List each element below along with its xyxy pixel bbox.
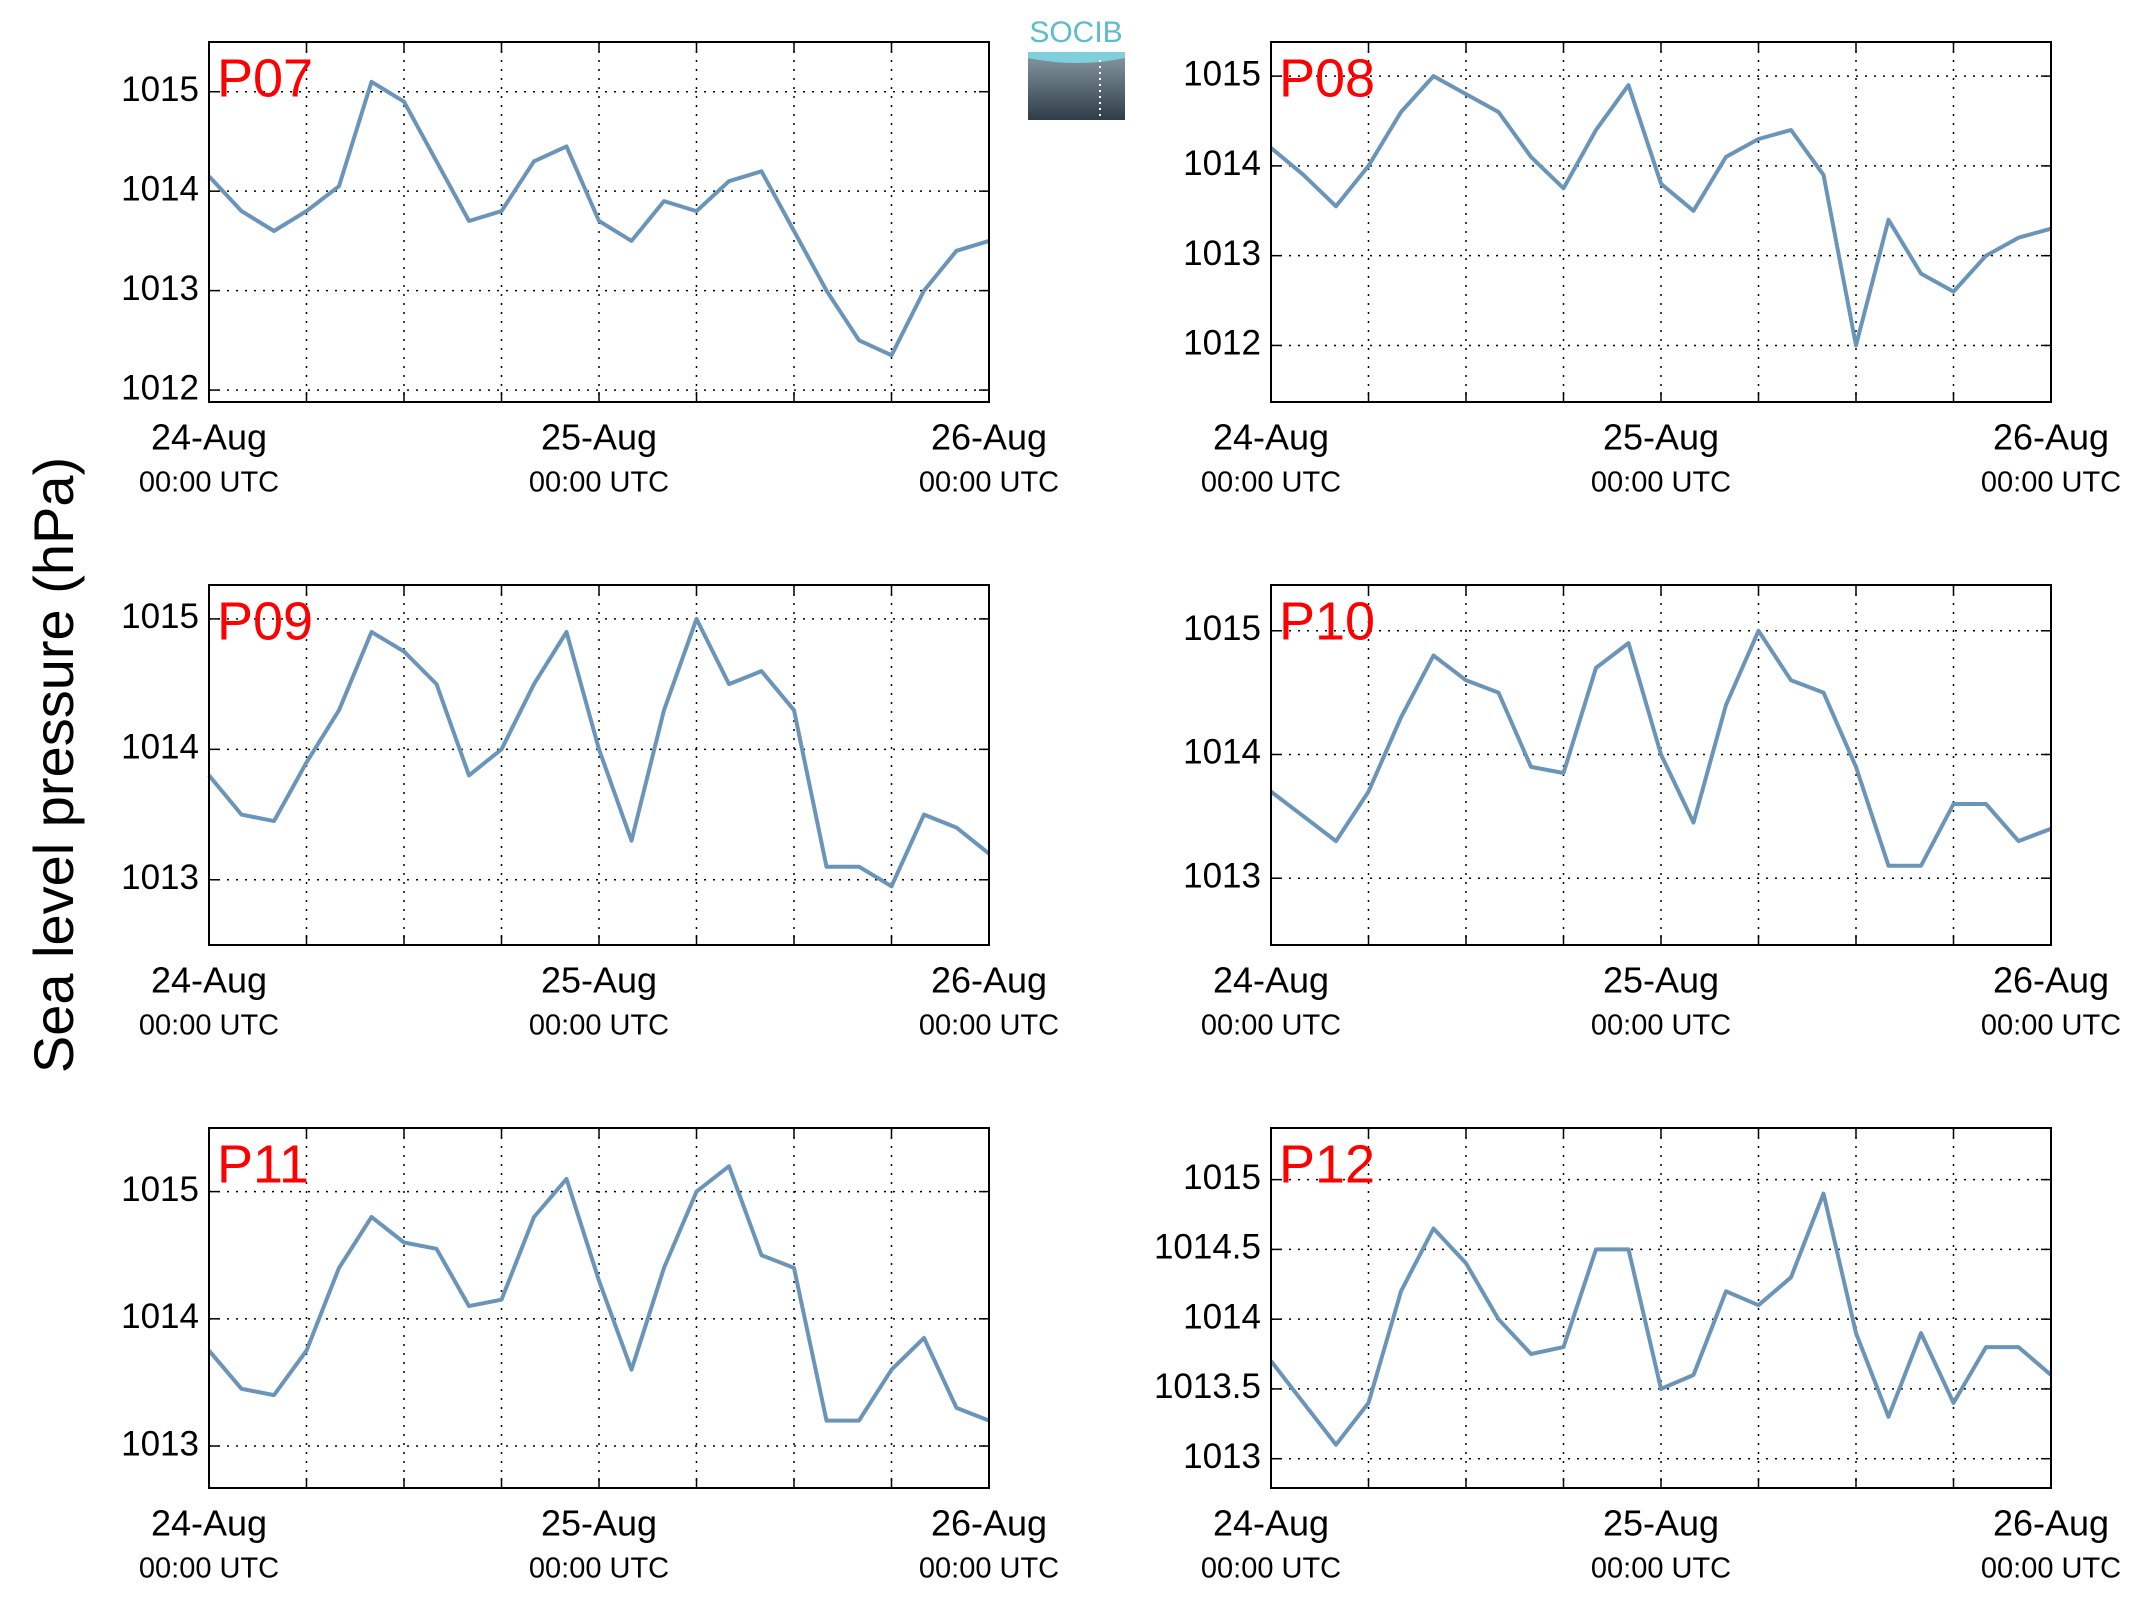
series-line [207, 1164, 990, 1423]
y-tick-label: 1014 [121, 728, 199, 767]
y-tick-label: 1015 [121, 1170, 199, 1209]
y-tick-label: 1014 [121, 169, 199, 208]
logo-text: SOCIB [1029, 16, 1122, 49]
x-tick-label: 26-Aug [1993, 960, 2109, 1001]
y-tick-label: 1015 [1183, 54, 1261, 93]
y-axis-label: Sea level pressure (hPa) [22, 457, 85, 1073]
y-tick-label: 1014 [121, 1297, 199, 1336]
x-tick-label: 24-Aug [1213, 417, 1329, 458]
x-tick-sublabel: 00:00 UTC [1591, 1553, 1731, 1585]
axes-frame [208, 41, 990, 403]
x-tick-label: 26-Aug [931, 960, 1047, 1001]
series-line [1269, 628, 2052, 868]
x-tick-sublabel: 00:00 UTC [1981, 1553, 2121, 1585]
axes-frame [208, 584, 990, 946]
y-tick-label: 1014 [1183, 144, 1261, 183]
x-tick-sublabel: 00:00 UTC [919, 1553, 1059, 1585]
y-tick-label: 1012 [1183, 324, 1261, 363]
axes-frame [1270, 41, 2052, 403]
x-tick-label: 25-Aug [541, 1503, 657, 1544]
x-tick-sublabel: 00:00 UTC [139, 1010, 279, 1042]
y-tick-label: 1015 [121, 70, 199, 109]
x-tick-label: 24-Aug [1213, 960, 1329, 1001]
x-tick-sublabel: 00:00 UTC [1981, 467, 2121, 499]
x-tick-label: 26-Aug [931, 417, 1047, 458]
x-tick-sublabel: 00:00 UTC [1591, 1010, 1731, 1042]
x-tick-label: 25-Aug [1603, 960, 1719, 1001]
x-tick-sublabel: 00:00 UTC [529, 1010, 669, 1042]
x-tick-sublabel: 00:00 UTC [919, 467, 1059, 499]
y-tick-label: 1013 [1183, 234, 1261, 273]
x-tick-sublabel: 00:00 UTC [139, 467, 279, 499]
series-line [207, 79, 990, 358]
x-tick-sublabel: 00:00 UTC [1201, 467, 1341, 499]
x-tick-sublabel: 00:00 UTC [139, 1553, 279, 1585]
x-tick-label: 25-Aug [1603, 417, 1719, 458]
axes-frame [1270, 1127, 2052, 1489]
y-tick-label: 1014.5 [1154, 1228, 1261, 1267]
chart-title: P12 [1279, 1134, 1375, 1194]
series-line [1269, 74, 2052, 348]
x-tick-sublabel: 00:00 UTC [529, 1553, 669, 1585]
y-tick-label: 1012 [121, 368, 199, 407]
chart-title: P10 [1279, 591, 1375, 651]
y-tick-label: 1015 [1183, 1158, 1261, 1197]
y-tick-label: 1015 [1183, 609, 1261, 648]
y-tick-label: 1013 [121, 1424, 199, 1463]
x-tick-label: 25-Aug [541, 960, 657, 1001]
x-tick-sublabel: 00:00 UTC [1981, 1010, 2121, 1042]
y-tick-label: 1014 [1183, 733, 1261, 772]
chart-title: P09 [217, 591, 313, 651]
x-tick-label: 26-Aug [1993, 1503, 2109, 1544]
x-tick-sublabel: 00:00 UTC [529, 467, 669, 499]
x-tick-label: 24-Aug [151, 417, 267, 458]
x-tick-label: 25-Aug [1603, 1503, 1719, 1544]
y-tick-label: 1013 [121, 269, 199, 308]
chart-title: P11 [217, 1134, 309, 1194]
x-tick-sublabel: 00:00 UTC [919, 1010, 1059, 1042]
y-tick-label: 1013 [1183, 856, 1261, 895]
x-tick-sublabel: 00:00 UTC [1201, 1553, 1341, 1585]
chart-title: P08 [1279, 48, 1375, 108]
series-line [1269, 1191, 2053, 1447]
series-line [207, 616, 991, 889]
x-tick-label: 25-Aug [541, 417, 657, 458]
x-tick-label: 24-Aug [151, 1503, 267, 1544]
x-tick-sublabel: 00:00 UTC [1201, 1010, 1341, 1042]
x-tick-label: 24-Aug [151, 960, 267, 1001]
x-tick-label: 26-Aug [1993, 417, 2109, 458]
y-tick-label: 1013 [121, 858, 199, 897]
x-tick-label: 24-Aug [1213, 1503, 1329, 1544]
axes-frame [208, 1127, 990, 1489]
logo-box [1028, 52, 1125, 120]
y-tick-label: 1015 [121, 597, 199, 636]
y-tick-label: 1014 [1183, 1297, 1261, 1336]
y-tick-label: 1013.5 [1154, 1367, 1261, 1406]
y-tick-label: 1013 [1183, 1437, 1261, 1476]
chart-title: P07 [217, 48, 313, 108]
x-tick-label: 26-Aug [931, 1503, 1047, 1544]
axes-frame [1270, 584, 2052, 946]
x-tick-sublabel: 00:00 UTC [1591, 467, 1731, 499]
